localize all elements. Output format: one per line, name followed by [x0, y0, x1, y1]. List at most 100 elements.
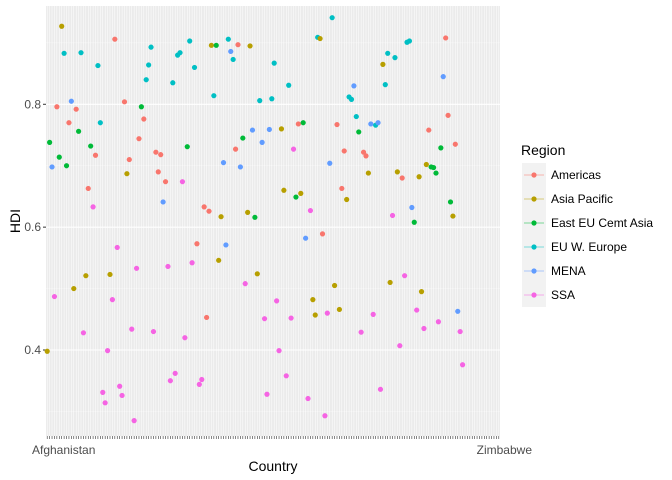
data-point [380, 61, 386, 67]
data-point [162, 179, 169, 185]
data-point [133, 265, 140, 271]
data-point [452, 141, 458, 147]
data-point [252, 214, 258, 220]
data-point [216, 257, 222, 263]
data-point [365, 170, 371, 176]
data-point [254, 271, 260, 277]
data-point [218, 214, 224, 220]
data-point [199, 376, 205, 383]
legend-key-point [531, 268, 537, 274]
data-point [336, 306, 343, 313]
legend-label: SSA [551, 288, 575, 302]
data-point [172, 370, 178, 376]
data-point [249, 127, 256, 133]
data-point [158, 152, 164, 158]
x-tick-label-last: Zimbabwe [477, 443, 533, 457]
data-point [114, 244, 120, 251]
data-point [370, 311, 376, 317]
data-point [208, 42, 215, 48]
data-point [459, 362, 466, 368]
data-point [196, 381, 202, 387]
data-point [397, 343, 403, 349]
data-point [76, 128, 82, 134]
data-point [259, 139, 265, 145]
data-point [126, 156, 132, 163]
data-point [179, 179, 186, 185]
data-point [358, 329, 364, 335]
data-point [189, 260, 195, 266]
data-point [329, 15, 335, 21]
data-point [356, 129, 362, 135]
data-point [160, 199, 166, 205]
data-point [295, 121, 301, 127]
data-point [443, 35, 449, 41]
data-point [68, 98, 74, 104]
data-point [293, 194, 299, 200]
data-point [269, 96, 275, 102]
points [44, 15, 466, 424]
data-point [78, 50, 84, 56]
data-point [138, 104, 144, 110]
data-point [47, 139, 53, 145]
data-point [148, 44, 154, 50]
y-tick-label: 0.4 [24, 343, 41, 357]
data-point [312, 312, 318, 318]
data-point [344, 196, 350, 203]
data-point [56, 154, 62, 160]
y-ticks: 0.4 0.6 0.8 [24, 97, 46, 357]
data-point [394, 169, 400, 175]
data-point [245, 209, 251, 215]
data-point [225, 36, 231, 42]
data-point [278, 126, 285, 132]
data-point [92, 152, 99, 158]
data-point [51, 293, 58, 300]
data-point [322, 413, 328, 419]
data-point [392, 55, 398, 61]
data-point [271, 60, 277, 66]
data-point [206, 208, 212, 214]
data-point [334, 121, 340, 128]
data-point [104, 348, 111, 354]
data-point [298, 190, 304, 196]
data-point [119, 392, 125, 399]
data-point [102, 400, 108, 406]
data-point [327, 160, 333, 166]
data-point [136, 136, 142, 142]
data-point [194, 241, 200, 247]
data-point [435, 319, 442, 325]
data-point [276, 348, 282, 354]
data-point [170, 80, 176, 86]
legend-key-point [531, 244, 537, 250]
data-point [353, 113, 359, 120]
data-point [49, 164, 55, 170]
data-point [155, 169, 161, 175]
data-point [360, 149, 367, 155]
x-ticks [46, 436, 500, 439]
data-point [146, 62, 152, 68]
data-point [247, 43, 253, 49]
data-point [377, 386, 384, 392]
data-point [220, 160, 227, 166]
data-point [310, 297, 316, 303]
data-point [66, 120, 72, 126]
data-point [261, 316, 268, 322]
data-point [363, 153, 369, 159]
data-point [112, 36, 118, 42]
data-point [348, 96, 355, 102]
data-point [88, 143, 94, 149]
data-point [375, 120, 381, 126]
data-point [445, 112, 451, 118]
data-point [213, 42, 219, 48]
data-point [143, 77, 149, 83]
data-point [83, 273, 89, 279]
legend-label: Asia Pacific [551, 192, 613, 206]
data-point [107, 271, 113, 278]
data-point [433, 170, 439, 176]
plot-panel [46, 6, 500, 436]
x-tick-label-first: Afghanistan [32, 443, 95, 457]
data-point [100, 389, 106, 395]
data-point [121, 99, 128, 105]
data-point [423, 161, 429, 168]
data-point [85, 185, 91, 192]
legend-items: Americas Asia Pacific East EU Cemt Asia EU … [522, 163, 653, 307]
